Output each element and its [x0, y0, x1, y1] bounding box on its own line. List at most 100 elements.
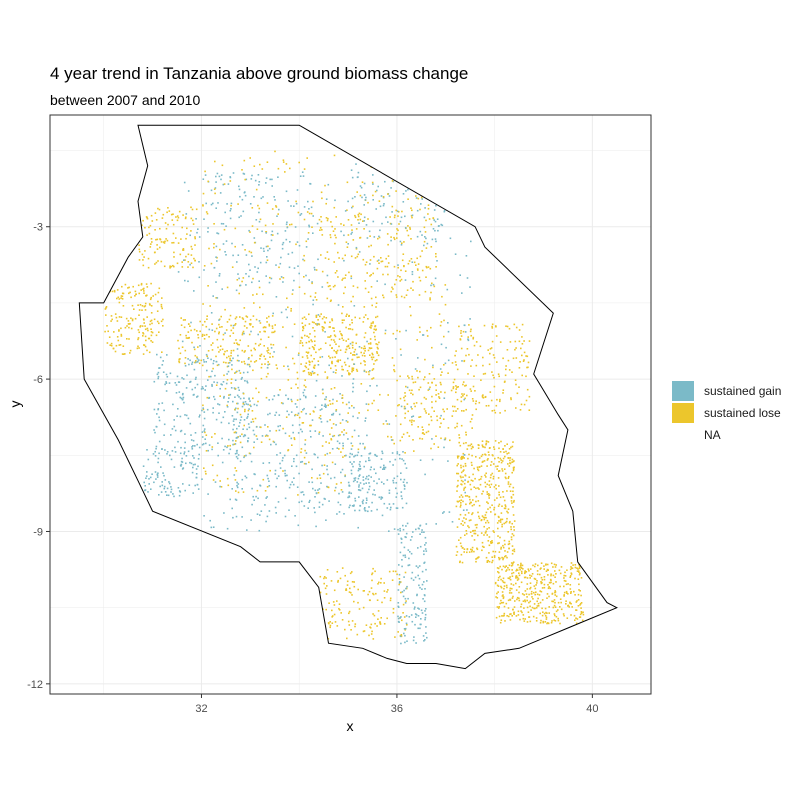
- raster-pixel: [194, 244, 196, 246]
- raster-pixel: [460, 330, 462, 332]
- raster-pixel: [208, 336, 210, 338]
- raster-pixel: [116, 297, 118, 300]
- raster-pixel: [196, 395, 199, 398]
- raster-pixel: [505, 584, 508, 587]
- raster-pixel: [563, 585, 565, 588]
- raster-pixel: [557, 601, 560, 604]
- raster-pixel: [217, 442, 219, 444]
- raster-pixel: [218, 275, 221, 277]
- raster-pixel: [510, 583, 513, 585]
- raster-pixel: [143, 287, 145, 290]
- raster-pixel: [150, 319, 153, 322]
- raster-pixel: [212, 479, 215, 481]
- raster-pixel: [409, 306, 411, 308]
- raster-pixel: [267, 351, 269, 354]
- raster-pixel: [307, 368, 310, 370]
- raster-pixel: [461, 520, 464, 522]
- raster-pixel: [295, 383, 297, 386]
- raster-pixel: [501, 580, 504, 582]
- raster-pixel: [269, 430, 271, 432]
- raster-pixel: [425, 608, 427, 610]
- raster-pixel: [571, 567, 573, 569]
- raster-pixel: [376, 482, 378, 485]
- raster-pixel: [366, 499, 368, 501]
- raster-pixel: [402, 612, 404, 614]
- raster-pixel: [231, 266, 234, 268]
- raster-pixel: [268, 363, 271, 365]
- raster-pixel: [545, 616, 548, 619]
- raster-pixel: [392, 481, 395, 484]
- raster-pixel: [202, 192, 205, 195]
- raster-pixel: [502, 357, 504, 360]
- raster-pixel: [431, 406, 433, 409]
- raster-pixel: [438, 396, 440, 398]
- raster-pixel: [284, 515, 287, 518]
- raster-pixel: [519, 409, 522, 411]
- raster-pixel: [577, 568, 579, 570]
- raster-pixel: [267, 361, 269, 363]
- raster-pixel: [396, 237, 398, 239]
- raster-pixel: [266, 486, 269, 488]
- raster-pixel: [150, 340, 152, 342]
- raster-pixel: [472, 530, 474, 532]
- raster-pixel: [244, 410, 246, 413]
- raster-pixel: [543, 565, 545, 567]
- raster-pixel: [403, 628, 406, 630]
- raster-pixel: [216, 338, 219, 341]
- raster-pixel: [113, 289, 116, 292]
- raster-pixel: [251, 354, 253, 357]
- raster-pixel: [121, 298, 124, 300]
- raster-pixel: [370, 356, 373, 359]
- raster-pixel: [463, 393, 465, 395]
- raster-pixel: [277, 176, 279, 178]
- raster-pixel: [216, 260, 218, 262]
- raster-pixel: [138, 250, 141, 253]
- raster-pixel: [314, 489, 317, 492]
- raster-pixel: [291, 444, 293, 446]
- raster-pixel: [194, 445, 196, 447]
- raster-pixel: [186, 227, 188, 230]
- raster-pixel: [498, 571, 500, 574]
- raster-pixel: [141, 325, 144, 327]
- raster-pixel: [543, 583, 546, 586]
- raster-pixel: [354, 477, 357, 479]
- raster-pixel: [425, 265, 428, 268]
- raster-pixel: [354, 214, 356, 217]
- raster-pixel: [352, 390, 354, 393]
- raster-pixel: [219, 395, 221, 397]
- raster-pixel: [146, 449, 148, 451]
- raster-pixel: [302, 329, 304, 332]
- raster-pixel: [477, 511, 479, 514]
- raster-pixel: [332, 230, 335, 232]
- raster-pixel: [403, 485, 406, 488]
- raster-pixel: [253, 302, 255, 304]
- raster-pixel: [131, 304, 134, 307]
- raster-pixel: [505, 565, 507, 567]
- raster-pixel: [493, 506, 496, 509]
- raster-pixel: [365, 482, 367, 484]
- raster-pixel: [309, 430, 312, 432]
- raster-pixel: [410, 552, 413, 555]
- raster-pixel: [337, 304, 340, 306]
- raster-pixel: [313, 364, 316, 367]
- raster-pixel: [480, 519, 483, 522]
- raster-pixel: [340, 612, 342, 614]
- raster-pixel: [580, 577, 583, 579]
- raster-pixel: [464, 491, 466, 494]
- raster-pixel: [397, 602, 400, 604]
- raster-pixel: [401, 497, 403, 500]
- raster-pixel: [540, 590, 543, 593]
- raster-pixel: [354, 257, 357, 259]
- raster-pixel: [509, 483, 512, 486]
- raster-pixel: [346, 370, 349, 372]
- raster-pixel: [537, 597, 539, 600]
- raster-pixel: [443, 335, 445, 338]
- raster-pixel: [292, 431, 294, 434]
- raster-pixel: [502, 392, 504, 394]
- raster-pixel: [237, 402, 239, 405]
- raster-pixel: [282, 402, 284, 405]
- raster-pixel: [329, 403, 332, 405]
- raster-pixel: [331, 360, 333, 363]
- raster-pixel: [480, 465, 483, 467]
- raster-pixel: [419, 230, 422, 233]
